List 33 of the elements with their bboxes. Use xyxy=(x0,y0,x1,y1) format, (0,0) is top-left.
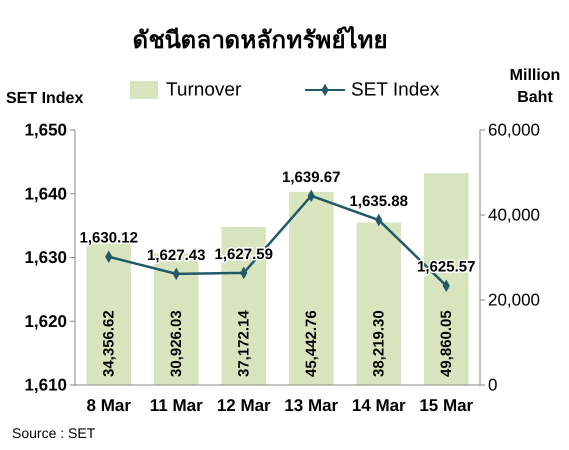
data-label: 1,635.88 xyxy=(350,193,408,210)
data-label: 1,639.67 xyxy=(282,168,340,186)
y2-tick-label: 0 xyxy=(488,376,498,394)
y-axis-title: SET Index xyxy=(6,90,84,107)
data-label: 38,219.30 xyxy=(370,310,388,377)
x-tick-label: 11 Mar xyxy=(150,396,204,415)
y-tick-label: 1,610 xyxy=(24,376,67,394)
chart-title: ดัชนีตลาดหลักทรัพย์ไทย xyxy=(132,25,388,54)
y2-tick-label: 60,000 xyxy=(488,120,540,140)
x-tick-label: 15 Mar xyxy=(419,396,474,415)
data-label: 30,926.03 xyxy=(168,310,185,377)
source-note: Source : SET xyxy=(12,425,96,441)
data-label: 1,627.43 xyxy=(147,246,206,264)
bar xyxy=(288,192,334,385)
data-label: 45,442.76 xyxy=(302,310,320,377)
y-tick-label: 1,640 xyxy=(24,184,67,204)
data-label: 37,172.14 xyxy=(235,310,252,377)
y-tick-label: 1,650 xyxy=(24,120,67,140)
data-label: 49,860.05 xyxy=(438,310,455,377)
data-label: 1,630.12 xyxy=(80,230,138,247)
legend-label: SET Index xyxy=(351,80,440,100)
legend-label: Turnover xyxy=(166,80,242,100)
y2-tick-label: 40,000 xyxy=(488,206,540,224)
data-label: 34,356.62 xyxy=(100,310,118,377)
x-tick-label: 13 Mar xyxy=(284,396,339,415)
y2-axis-title: Million Baht xyxy=(510,67,560,106)
x-tick-label: 14 Mar xyxy=(352,396,406,415)
y-tick-label: 1,630 xyxy=(24,248,67,267)
bar xyxy=(356,222,402,385)
y2-tick-label: 20,000 xyxy=(488,290,540,310)
y-tick-label: 1,620 xyxy=(24,312,67,331)
x-tick-label: 12 Mar xyxy=(216,396,272,415)
x-tick-label: 8 Mar xyxy=(86,396,132,415)
